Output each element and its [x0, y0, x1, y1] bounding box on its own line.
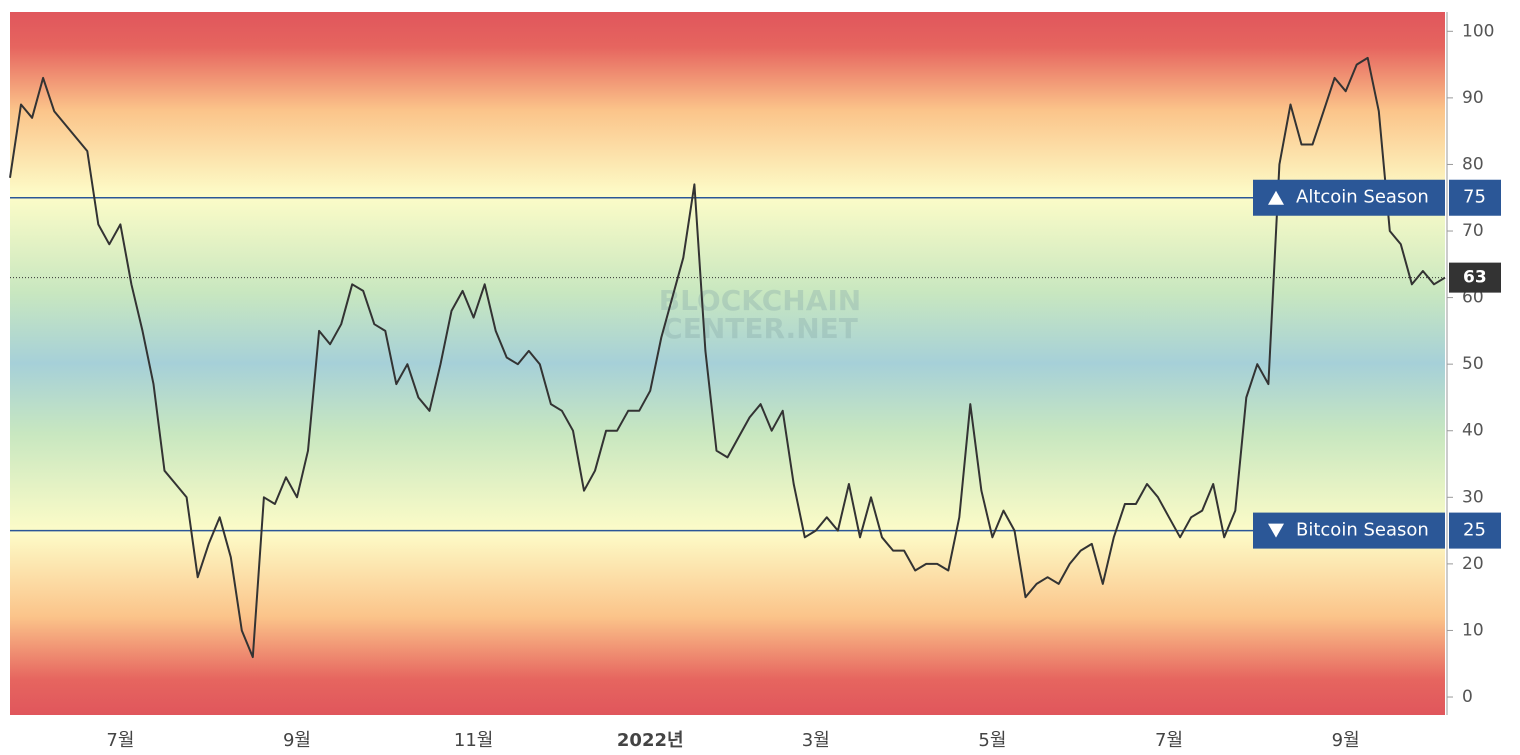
watermark-text: CENTER.NET — [662, 312, 858, 345]
x-tick-label: 7월 — [1155, 730, 1183, 751]
x-tick-label: 3월 — [802, 730, 830, 751]
x-tick-label: 7월 — [106, 730, 134, 751]
y-tick-label: 10 — [1462, 620, 1484, 640]
threshold-label-box — [1253, 512, 1445, 549]
threshold-icon — [1268, 190, 1284, 205]
y-tick-label: 40 — [1462, 421, 1484, 441]
x-tick-label: 9월 — [283, 730, 311, 751]
x-tick-label: 2022년 — [617, 730, 684, 751]
threshold-label: Altcoin Season — [1296, 187, 1429, 208]
plot-background — [10, 12, 1445, 715]
x-tick-label: 9월 — [1332, 730, 1360, 751]
threshold-value: 25 — [1463, 520, 1486, 541]
y-tick-label: 70 — [1462, 221, 1484, 241]
x-tick-label: 5월 — [978, 730, 1006, 751]
watermark: BLOCKCHAIN CENTER.NET — [659, 284, 861, 345]
threshold-value-box — [1449, 179, 1501, 216]
watermark-text: BLOCKCHAIN — [659, 284, 861, 317]
y-tick-label: 90 — [1462, 88, 1484, 108]
y-tick-label: 20 — [1462, 554, 1484, 574]
threshold-value: 75 — [1463, 187, 1486, 208]
current-value-box — [1449, 262, 1501, 293]
x-tick-label: 11월 — [454, 730, 493, 751]
threshold-label: Bitcoin Season — [1296, 520, 1429, 541]
threshold-label-box — [1253, 179, 1445, 216]
threshold-value-box — [1449, 512, 1501, 549]
current-value: 63 — [1463, 268, 1487, 288]
threshold-icon — [1268, 523, 1284, 538]
y-tick-label: 30 — [1462, 487, 1484, 507]
y-tick-label: 50 — [1462, 354, 1484, 374]
line — [9, 56, 1446, 659]
y-tick-label: 0 — [1462, 687, 1473, 707]
y-tick-label: 80 — [1462, 154, 1484, 174]
y-tick-label: 100 — [1462, 21, 1494, 41]
